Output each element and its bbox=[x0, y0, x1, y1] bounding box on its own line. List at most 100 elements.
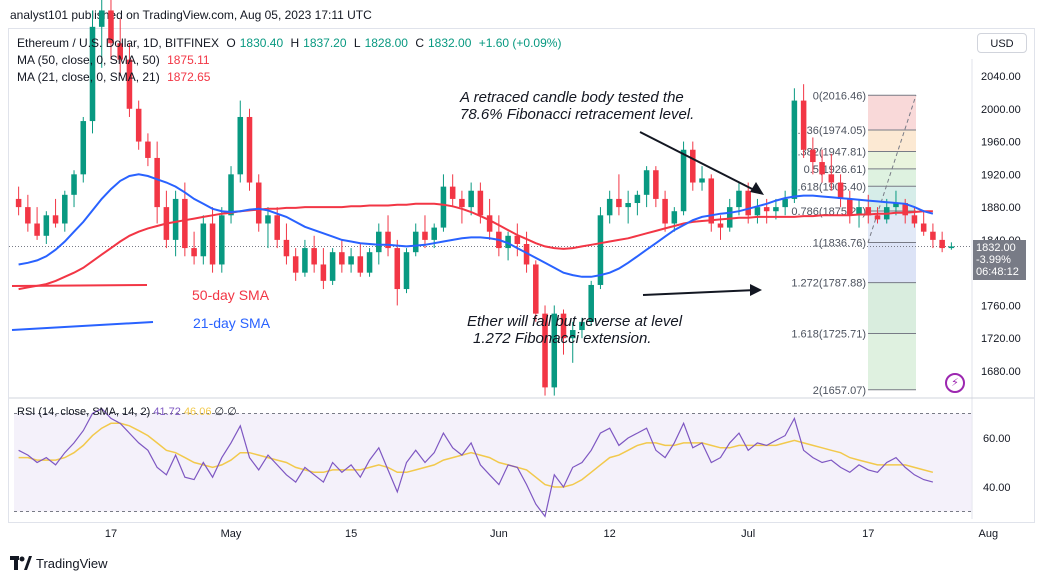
low-value: 1828.00 bbox=[364, 36, 408, 50]
ma21-legend[interactable]: MA (21, close, 0, SMA, 21) 1872.65 bbox=[17, 70, 214, 84]
candle-body bbox=[449, 186, 456, 199]
rsi-line bbox=[18, 407, 934, 518]
candle-body bbox=[15, 198, 22, 208]
candle-body bbox=[477, 190, 484, 216]
symbol-title[interactable]: Ethereum / U.S. Dollar, 1D, BITFINEX bbox=[17, 36, 220, 50]
candle-body bbox=[108, 10, 114, 44]
ma21-line bbox=[18, 173, 934, 278]
annotation-top-arrowhead bbox=[750, 182, 764, 195]
rsi-legend[interactable]: RSI (14, close, SMA, 14, 2) 41.72 46.06 … bbox=[17, 405, 237, 418]
fib-zone bbox=[868, 151, 916, 169]
close-label: C bbox=[415, 36, 424, 50]
footer: TradingView bbox=[10, 556, 108, 573]
candle-body bbox=[403, 252, 410, 290]
candle-body bbox=[182, 198, 188, 249]
candle-body bbox=[948, 246, 955, 249]
price-tag-price: 1832.00 bbox=[976, 242, 1016, 254]
candle-body bbox=[782, 198, 788, 208]
price-tag: 1832.00 -3.99% 06:48:12 bbox=[973, 240, 1026, 280]
candle-body bbox=[459, 198, 465, 208]
date-axis-label: 17 bbox=[105, 528, 117, 540]
lightning-icon[interactable]: ⚡ bbox=[945, 373, 965, 393]
candle-body bbox=[135, 108, 142, 142]
candle-body bbox=[265, 215, 271, 224]
candle-body bbox=[643, 170, 650, 195]
fib-level-label: 0.382(1947.81) bbox=[791, 147, 866, 159]
candle-body bbox=[680, 149, 687, 212]
change-value: +1.60 (+0.09%) bbox=[478, 36, 562, 50]
candle-body bbox=[255, 182, 262, 224]
open-value: 1830.40 bbox=[239, 36, 284, 50]
candle-body bbox=[505, 235, 511, 249]
rsi-label: RSI (14, close, SMA, 14, 2) bbox=[17, 406, 151, 418]
candle-body bbox=[662, 198, 668, 224]
candle-body bbox=[523, 243, 530, 265]
fib-zone bbox=[868, 130, 916, 152]
candle-body bbox=[486, 215, 493, 232]
candle-body bbox=[911, 215, 918, 224]
fib-zone bbox=[868, 282, 916, 334]
candle-body bbox=[930, 231, 936, 240]
currency-button[interactable]: USD bbox=[977, 33, 1027, 53]
candle-body bbox=[606, 198, 613, 216]
close-value: 1832.00 bbox=[427, 36, 472, 50]
candle-body bbox=[52, 215, 59, 224]
candle-body bbox=[865, 207, 872, 216]
price-axis-tick: 1880.00 bbox=[981, 202, 1021, 214]
date-axis-label: 12 bbox=[604, 528, 616, 540]
date-axis-label: 15 bbox=[345, 528, 357, 540]
candle-body bbox=[717, 223, 724, 228]
candle-body bbox=[154, 157, 160, 208]
sma21-label: 21-day SMA bbox=[193, 315, 271, 331]
candle-body bbox=[34, 223, 40, 236]
candle-body bbox=[939, 239, 945, 249]
candle-body bbox=[542, 313, 548, 388]
fib-level-label: 0(2016.46) bbox=[813, 90, 866, 102]
price-axis-tick: 1920.00 bbox=[981, 169, 1021, 181]
rsi-value: 41.72 bbox=[153, 406, 181, 418]
candle-body bbox=[357, 256, 364, 273]
candle-body bbox=[902, 203, 908, 216]
candle-body bbox=[117, 43, 123, 60]
candle-body bbox=[394, 248, 401, 290]
fib-level-label: 0.236(1974.05) bbox=[791, 125, 866, 137]
sma21-label-line bbox=[11, 321, 154, 331]
candle-body bbox=[98, 10, 105, 27]
rsi-extra: ∅ ∅ bbox=[214, 406, 237, 418]
candle-body bbox=[588, 284, 594, 322]
fib-zone bbox=[868, 242, 916, 283]
candle-body bbox=[126, 59, 133, 109]
ma50-legend[interactable]: MA (50, close, 0, SMA, 50) 1875.11 bbox=[17, 53, 214, 67]
candle-body bbox=[412, 231, 419, 253]
candle-body bbox=[385, 231, 391, 249]
candle-body bbox=[828, 174, 835, 183]
candle-body bbox=[616, 198, 622, 208]
annotation-bottom-line1: Ether will fall but reverse at level bbox=[467, 313, 683, 330]
rsi-sma-value: 46.06 bbox=[183, 406, 212, 418]
candle-body bbox=[25, 207, 31, 224]
candle-body bbox=[200, 223, 207, 257]
candle-body bbox=[569, 330, 576, 339]
candle-body bbox=[431, 227, 437, 240]
candle-body bbox=[847, 198, 853, 216]
candle-body bbox=[791, 100, 798, 199]
tradingview-logo-icon bbox=[10, 556, 32, 573]
candle-body bbox=[514, 235, 521, 244]
candle-body bbox=[237, 116, 244, 175]
fib-level-label: 0.618(1905.40) bbox=[791, 181, 866, 193]
candle-body bbox=[763, 207, 770, 212]
rsi-band bbox=[14, 413, 972, 512]
ma21-label: MA (21, close, 0, SMA, 21) bbox=[17, 70, 160, 84]
fib-zone bbox=[868, 186, 916, 212]
price-axis-tick: 2040.00 bbox=[981, 71, 1021, 83]
price-tag-countdown: 06:48:12 bbox=[976, 266, 1019, 278]
candle-body bbox=[920, 223, 927, 232]
candle-body bbox=[819, 162, 825, 175]
candle-body bbox=[699, 178, 705, 183]
candle-body bbox=[71, 174, 77, 195]
fib-zone bbox=[868, 333, 916, 390]
annotation-top: A retraced candle body tested the 78.6% … bbox=[460, 89, 694, 123]
candle-body bbox=[80, 121, 87, 175]
annotation-top-arrow bbox=[639, 131, 761, 194]
